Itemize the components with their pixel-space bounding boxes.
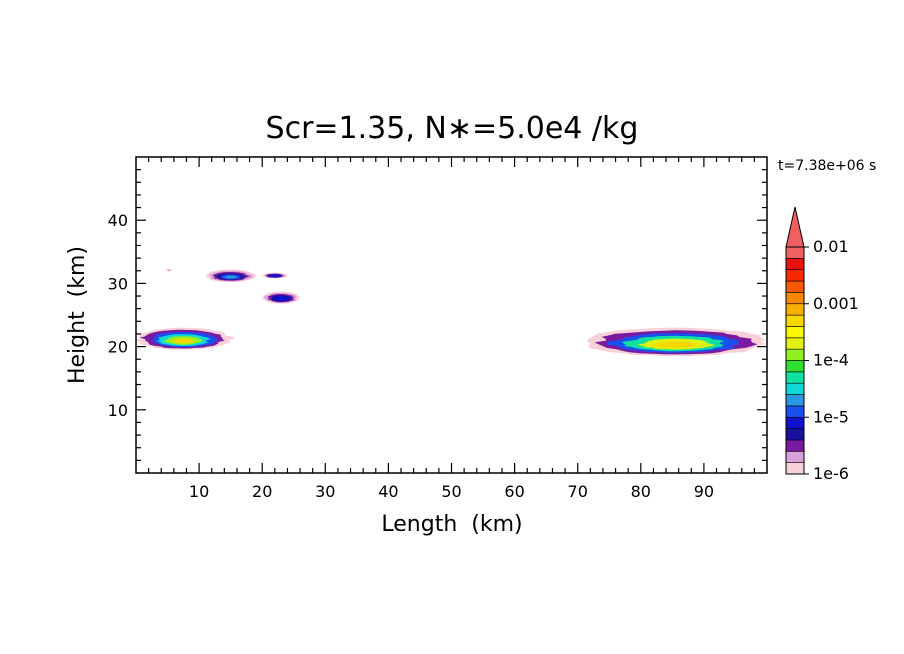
x-axis-label: Length (km) — [381, 512, 522, 537]
field-cloud-a — [205, 269, 258, 283]
field-level — [276, 297, 287, 301]
field-left-band — [136, 327, 234, 350]
x-tick-label: 90 — [694, 482, 714, 501]
x-tick-label: 60 — [504, 482, 524, 501]
field-level — [170, 338, 195, 344]
tick-layer: 10 20 30 40 50 60 70 80 90 10 20 30 40 — [108, 157, 767, 501]
colorbar-label: 0.01 — [813, 237, 849, 256]
field-cloud-b — [262, 272, 288, 279]
colorbar-segment — [785, 314, 805, 327]
field-level — [652, 341, 698, 348]
colorbar-segment — [785, 439, 805, 452]
colorbar-label: 1e-5 — [813, 407, 849, 426]
y-tick-label: 20 — [108, 338, 128, 357]
field-layer — [136, 268, 767, 357]
colorbar-label: 1e-4 — [813, 351, 849, 370]
x-tick-label: 50 — [441, 482, 461, 501]
colorbar-segment — [785, 348, 805, 361]
colorbar-segment — [785, 258, 805, 271]
colorbar-segment — [785, 416, 805, 429]
colorbar-extend-arrow — [785, 206, 805, 248]
colorbar-segment — [785, 326, 805, 339]
y-axis-label: Height (km) — [65, 246, 90, 384]
x-tick-label: 20 — [252, 482, 272, 501]
field-cloud-d — [166, 268, 172, 272]
colorbar-segment — [785, 280, 805, 293]
colorbar-segment — [785, 462, 805, 475]
field-right-band — [586, 327, 767, 357]
colorbar-segment — [785, 360, 805, 373]
colorbar-label: 1e-6 — [813, 464, 849, 483]
field-level — [271, 275, 278, 277]
y-tick-label: 40 — [108, 211, 128, 230]
field-level — [224, 275, 238, 279]
x-tick-label: 70 — [568, 482, 588, 501]
colorbar-segment — [785, 292, 805, 305]
colorbar-segment — [785, 405, 805, 418]
colorbar-segment — [785, 394, 805, 407]
colorbar-segment — [785, 382, 805, 395]
colorbar-segment — [785, 428, 805, 441]
colorbar-segment — [785, 303, 805, 316]
colorbar: 1e-6 1e-5 1e-4 0.001 0.01 — [785, 206, 859, 483]
y-tick-label: 10 — [108, 401, 128, 420]
plot-area-background — [136, 157, 767, 473]
colorbar-segment — [785, 269, 805, 282]
time-label: t=7.38e+06 s — [778, 158, 876, 174]
y-tick-label: 30 — [108, 274, 128, 293]
field-level — [168, 270, 170, 271]
field-cloud-c — [261, 291, 301, 304]
x-tick-label: 80 — [631, 482, 651, 501]
colorbar-segment — [785, 371, 805, 384]
colorbar-segment — [785, 450, 805, 463]
x-tick-label: 30 — [315, 482, 335, 501]
x-tick-label: 10 — [189, 482, 209, 501]
x-tick-label: 40 — [378, 482, 398, 501]
chart-title: Scr=1.35, N∗=5.0e4 /kg — [266, 111, 639, 146]
colorbar-label: 0.001 — [813, 294, 859, 313]
colorbar-segment — [785, 337, 805, 350]
colorbar-segment — [785, 246, 805, 259]
